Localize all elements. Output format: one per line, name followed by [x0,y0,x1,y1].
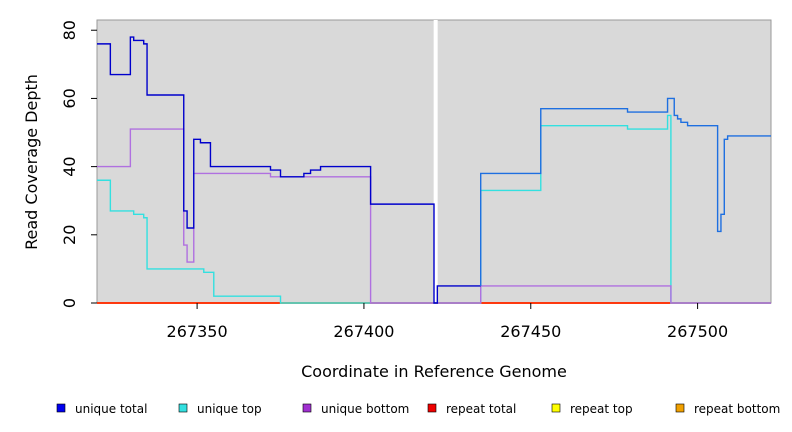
legend: unique total unique top unique bottom repea… [56,402,780,416]
legend-item: unique top [178,402,262,416]
legend-item: repeat bottom [675,402,780,416]
x-axis-title: Coordinate in Reference Genome [301,362,567,381]
y-tick-label: 80 [60,20,79,40]
y-axis-title: Read Coverage Depth [22,74,41,250]
gap-stripe [433,20,438,303]
y-tick-label: 20 [60,225,79,245]
series-line-0 [97,36,481,304]
legend-swatch [675,403,685,413]
legend-label: unique total [75,402,147,416]
legend-label: repeat total [446,402,516,416]
y-tick-label: 0 [60,298,79,308]
legend-label: repeat bottom [694,402,780,416]
legend-item: repeat top [551,402,633,416]
x-tick-label: 267350 [167,322,228,341]
legend-swatch [551,403,561,413]
series-line-1 [480,97,771,286]
legend-label: unique top [197,402,262,416]
legend-swatch [178,403,188,413]
x-tick-label: 267400 [333,322,394,341]
series-layer [97,36,771,304]
legend-item: unique bottom [302,402,409,416]
legend-label: repeat top [570,402,633,416]
legend-swatch [56,403,66,413]
y-tick-label: 40 [60,156,79,176]
series-line-2 [97,114,771,304]
legend-item: unique total [56,402,147,416]
series-line-3 [97,128,771,304]
y-tick-label: 60 [60,88,79,108]
y-axis: 0 20 40 60 80 [60,20,97,308]
x-tick-label: 267450 [500,322,561,341]
x-axis: 267350 267400 267450 267500 [167,303,728,341]
x-tick-label: 267500 [667,322,728,341]
legend-swatch [427,403,437,413]
legend-label: unique bottom [321,402,409,416]
legend-item: repeat total [427,402,516,416]
legend-swatch [302,403,312,413]
